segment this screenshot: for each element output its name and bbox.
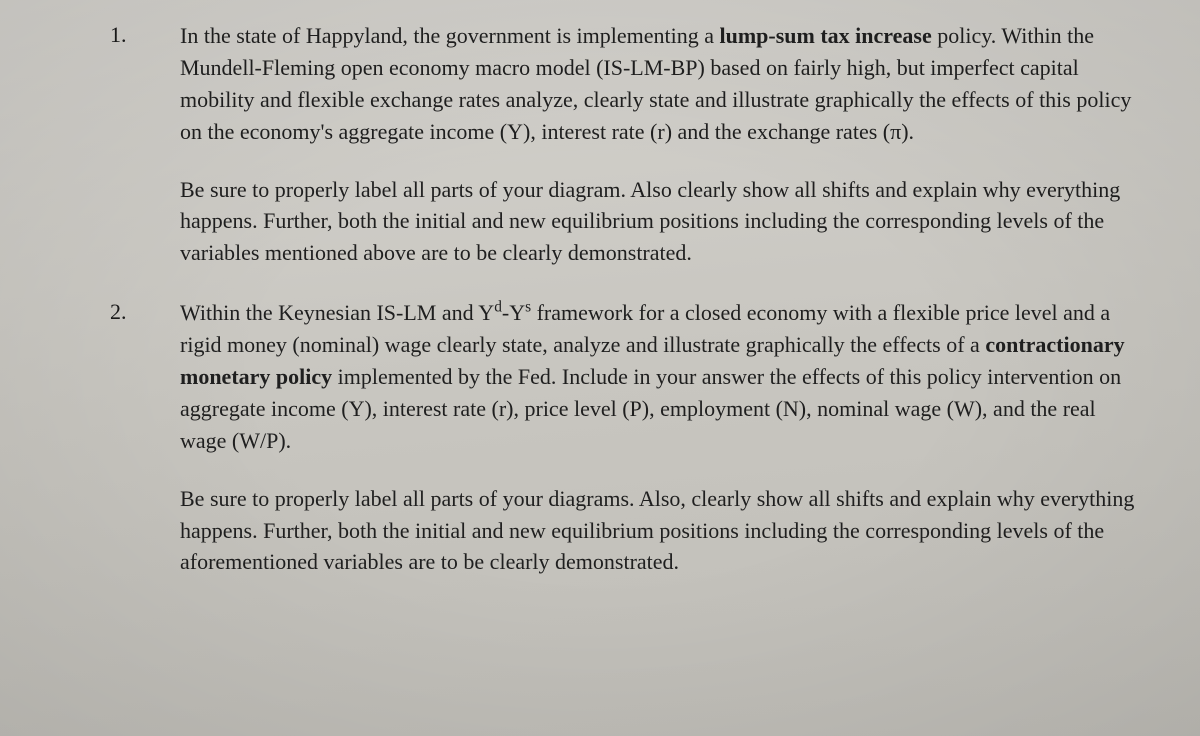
question-body: In the state of Happyland, the governmen… [180,20,1160,269]
question-2-para-2: Be sure to properly label all parts of y… [180,483,1140,579]
question-2-para-1: Within the Keynesian IS-LM and Yd-Ys fra… [180,297,1140,456]
text-run: -Y [502,300,525,325]
text-run: Within the Keynesian IS-LM and Y [180,300,494,325]
text-run: In the state of Happyland, the governmen… [180,23,719,48]
question-1-para-2: Be sure to properly label all parts of y… [180,174,1140,270]
question-1-para-1: In the state of Happyland, the governmen… [180,20,1140,148]
bold-term: lump-sum tax increase [719,23,931,48]
question-number: 1. [20,20,180,269]
question-body: Within the Keynesian IS-LM and Yd-Ys fra… [180,297,1160,578]
superscript: d [494,299,502,316]
question-2: 2. Within the Keynesian IS-LM and Yd-Ys … [20,297,1160,578]
question-1: 1. In the state of Happyland, the govern… [20,20,1160,269]
document-page: 1. In the state of Happyland, the govern… [20,20,1160,716]
question-number: 2. [20,297,180,578]
